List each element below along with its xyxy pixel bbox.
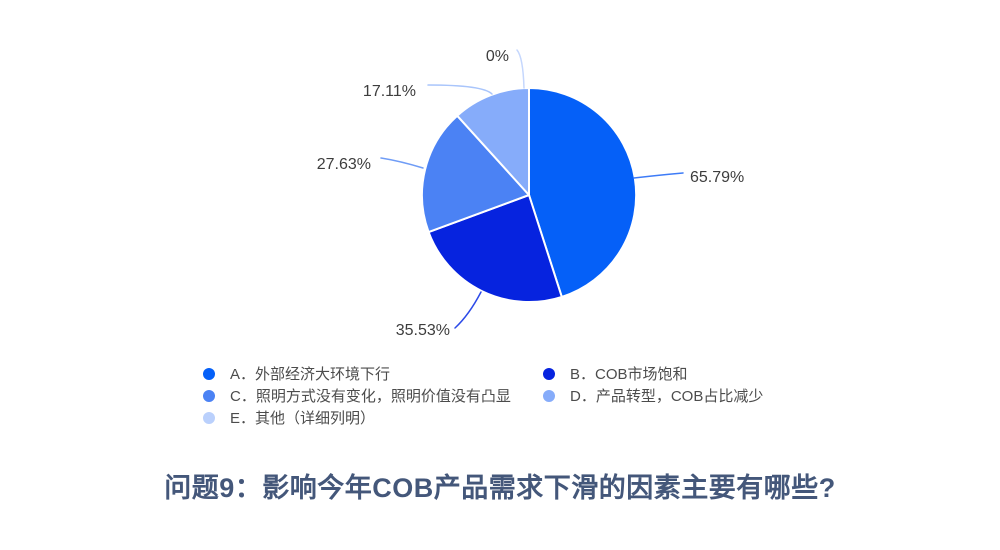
leader-line-A xyxy=(633,172,684,179)
pct-label-D: 17.11% xyxy=(363,83,416,100)
legend-item-A[interactable]: A．外部经济大环境下行 xyxy=(203,363,543,384)
legend-dot-B xyxy=(543,367,555,380)
pie-slice-B[interactable] xyxy=(427,194,563,304)
legend-label-C: C．照明方式没有变化，照明价值没有凸显 xyxy=(230,388,511,405)
legend-label-B: B．COB市场饱和 xyxy=(570,366,688,383)
pct-label-B: 35.53% xyxy=(396,322,450,339)
legend-dot-A xyxy=(203,367,215,380)
pie-slice-C[interactable] xyxy=(421,114,530,234)
pie-labels-group: 65.79% 35.53% 27.63% 17.11% 0% xyxy=(317,48,745,339)
leader-line-D xyxy=(427,84,493,95)
legend-dot-D xyxy=(543,389,555,402)
pct-label-A: 65.79% xyxy=(690,169,744,186)
legend-label-D: D．产品转型，COB占比减少 xyxy=(570,388,764,405)
pie-slices-group xyxy=(421,86,638,304)
leader-line-B xyxy=(454,291,482,329)
question-title: 问题9：影响今年COB产品需求下滑的因素主要有哪些? xyxy=(164,473,836,503)
pct-label-E: 0% xyxy=(486,48,509,65)
legend-dot-E xyxy=(203,411,215,424)
legend: A．外部经济大环境下行 B．COB市场饱和 C．照明方式没有变化，照明价值没有凸显 D… xyxy=(203,363,763,428)
leader-line-C xyxy=(380,157,424,169)
pct-label-C: 27.63% xyxy=(317,156,371,173)
pie-slice-D[interactable] xyxy=(456,87,530,196)
legend-item-E[interactable]: E．其他（详细列明） xyxy=(203,407,543,428)
pie-leader-lines-group xyxy=(380,49,684,329)
leader-line-E xyxy=(516,49,525,89)
legend-dot-C xyxy=(203,389,215,402)
legend-item-B[interactable]: B．COB市场饱和 xyxy=(543,363,763,384)
legend-label-E: E．其他（详细列明） xyxy=(230,410,376,427)
legend-label-A: A．外部经济大环境下行 xyxy=(230,366,391,383)
legend-item-C[interactable]: C．照明方式没有变化，照明价值没有凸显 xyxy=(203,385,543,406)
legend-item-D[interactable]: D．产品转型，COB占比减少 xyxy=(543,385,763,406)
